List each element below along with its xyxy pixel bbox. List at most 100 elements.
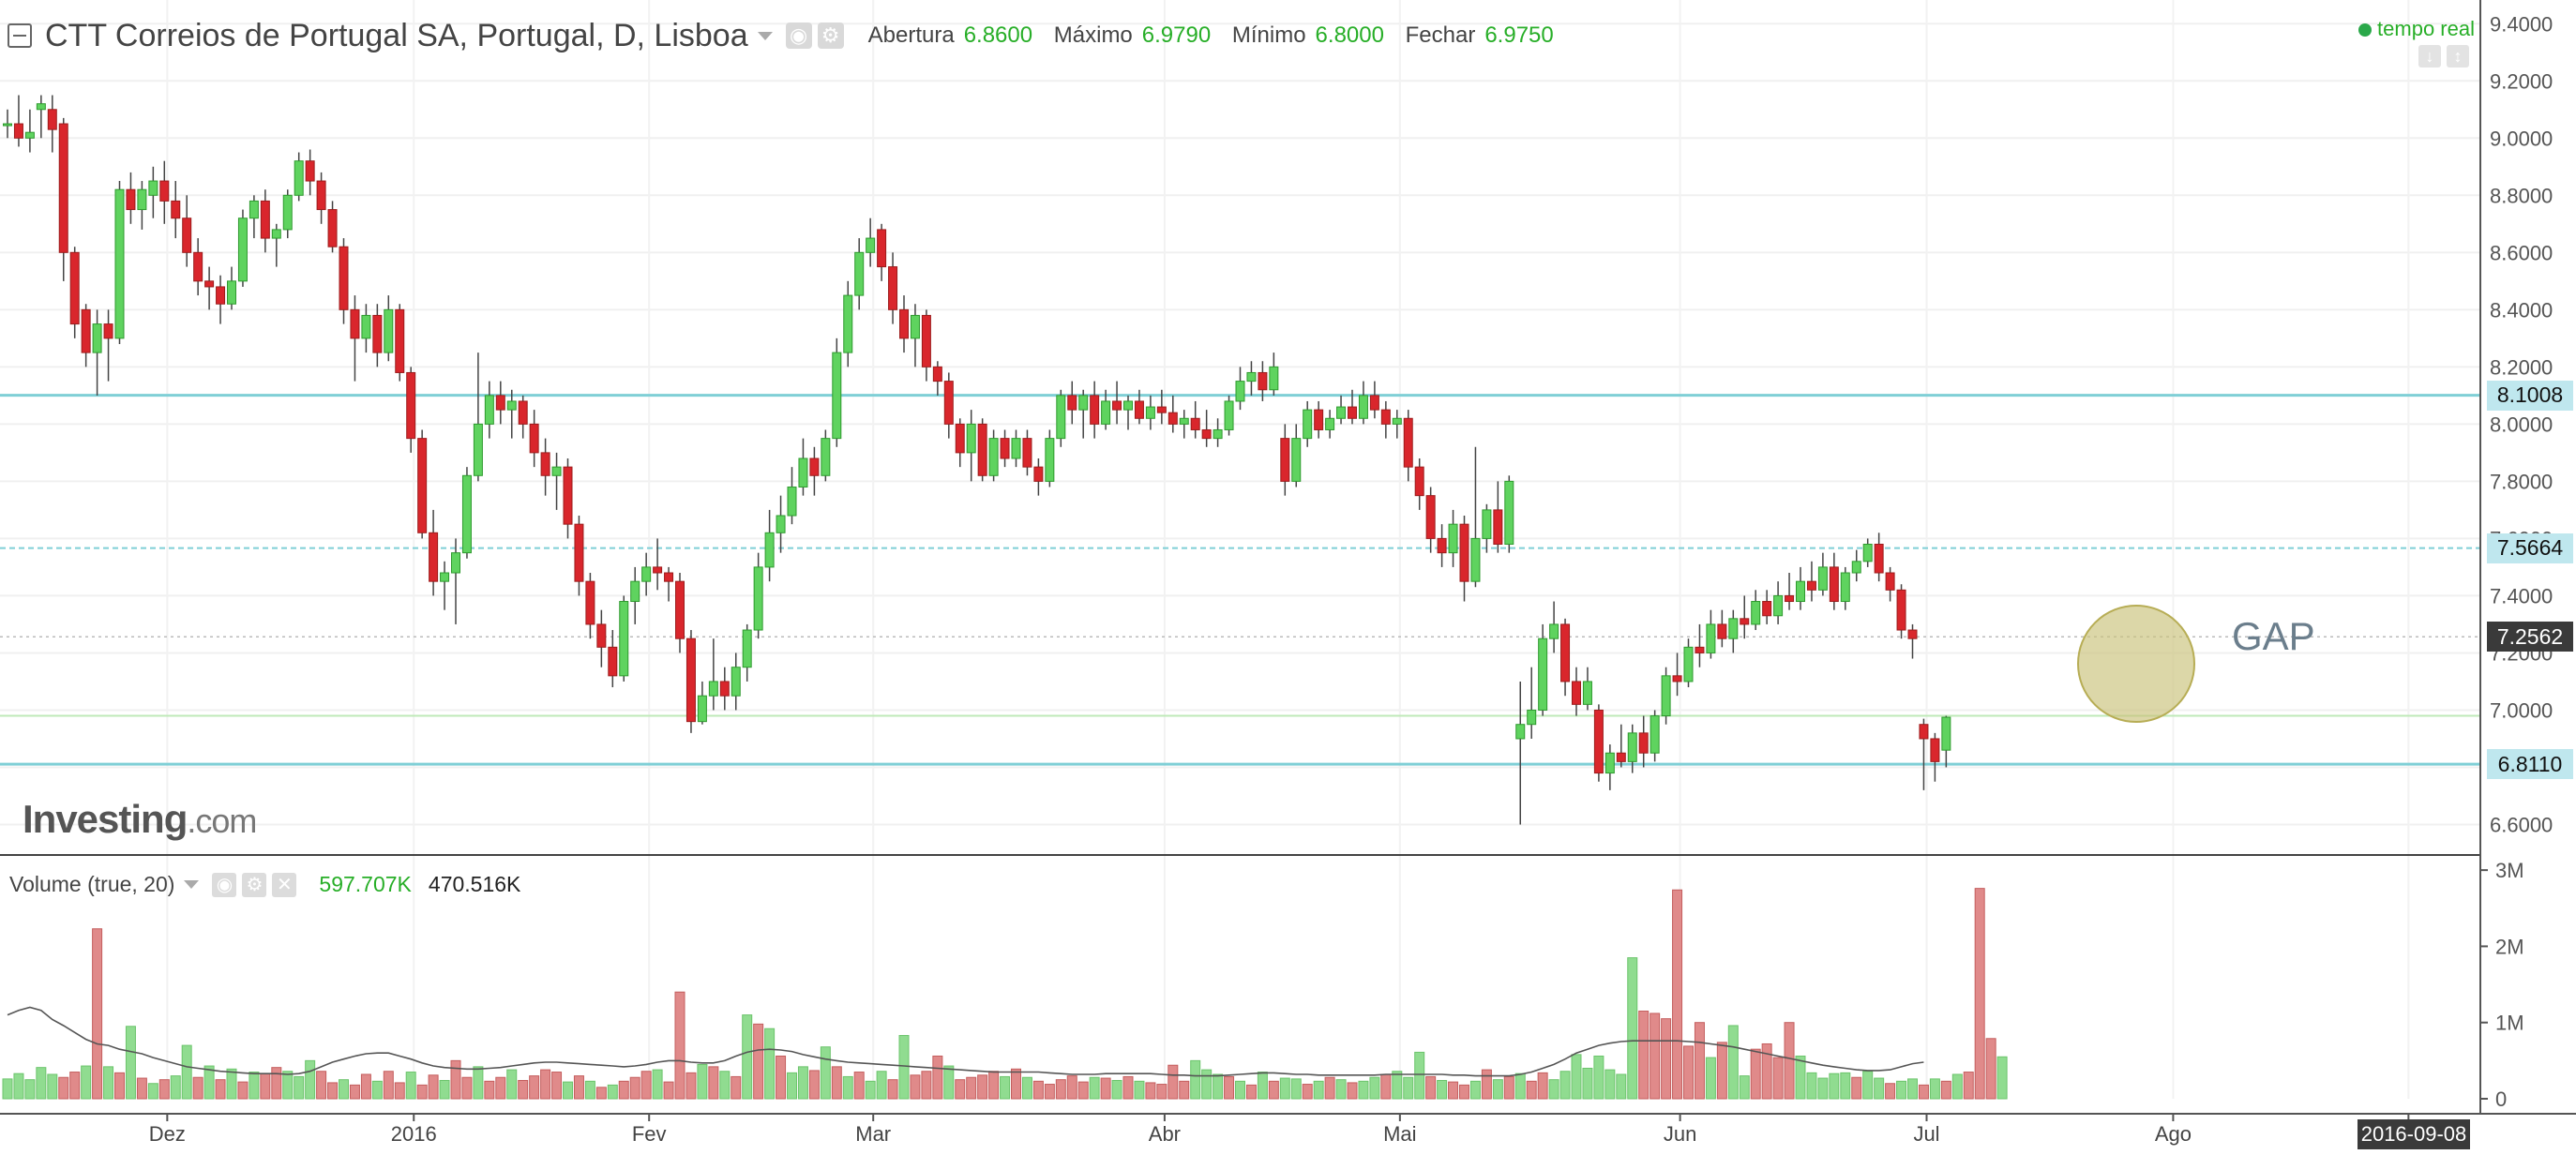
volume-bar: [797, 1066, 808, 1100]
volume-bar: [764, 1028, 776, 1100]
candle-body: [1560, 623, 1571, 682]
price-badge: 6.8110: [2487, 749, 2573, 780]
volume-bar: [1437, 1079, 1448, 1100]
candle-body: [1112, 400, 1122, 411]
candle-body: [92, 323, 102, 353]
candle-body: [1740, 618, 1750, 625]
volume-bar: [260, 1072, 271, 1100]
chevron-down-icon[interactable]: [184, 880, 200, 889]
candle-body: [69, 251, 80, 325]
eye-icon[interactable]: ◉: [785, 22, 812, 49]
arrow-updown-icon[interactable]: ↕: [2447, 45, 2469, 68]
volume-bar: [81, 1065, 92, 1100]
volume-tick-label: 2M: [2495, 935, 2524, 958]
volume-tick-label: 3M: [2495, 859, 2524, 882]
volume-bar: [1459, 1084, 1469, 1100]
volume-bar: [1156, 1084, 1167, 1100]
volume-bar: [1739, 1075, 1750, 1100]
candle-body: [282, 194, 293, 231]
volume-bar: [1784, 1022, 1795, 1100]
volume-bar: [584, 1080, 595, 1100]
candle-body: [753, 566, 763, 631]
candle-body: [1134, 400, 1144, 419]
volume-bar: [1190, 1059, 1201, 1100]
candle-body: [966, 423, 976, 454]
volume-bar: [865, 1080, 876, 1100]
candle-body: [1358, 395, 1368, 419]
volume-bar: [910, 1074, 921, 1100]
volume-bar: [697, 1063, 708, 1100]
volume-bar: [551, 1072, 563, 1100]
volume-bar: [36, 1067, 47, 1100]
close-icon[interactable]: ✕: [272, 872, 297, 897]
price-tick-label: 8.4000: [2490, 298, 2553, 322]
volume-bars: [2, 888, 2008, 1100]
volume-bar: [1514, 1072, 1526, 1100]
time-tick-label: Jun: [1664, 1122, 1696, 1146]
candle-body: [988, 438, 999, 476]
chevron-down-icon[interactable]: [757, 31, 773, 40]
candle-body: [305, 160, 315, 182]
volume-bar: [2, 1078, 13, 1100]
candle-body: [1706, 623, 1716, 653]
volume-bar: [473, 1066, 484, 1100]
eye-icon[interactable]: ◉: [212, 872, 237, 897]
volume-bar: [1795, 1055, 1806, 1100]
candle-body: [350, 308, 360, 339]
volume-bar: [853, 1072, 865, 1100]
candle-body: [1751, 601, 1761, 625]
candle-body: [1067, 395, 1077, 411]
candle-body: [260, 200, 270, 239]
volume-bar: [1425, 1075, 1437, 1100]
volume-bar: [316, 1071, 327, 1100]
time-tick-label: Dez: [149, 1122, 186, 1146]
candle-body: [1425, 495, 1436, 539]
candle-body: [216, 286, 226, 305]
collapse-icon[interactable]: [8, 23, 32, 48]
candle-body: [675, 580, 685, 639]
candle-body: [1414, 466, 1424, 497]
volume-bar: [371, 1080, 383, 1100]
low-value: 6.8000: [1315, 22, 1384, 48]
candle-body: [529, 423, 539, 454]
volume-bar: [349, 1084, 360, 1100]
candle-body: [798, 458, 808, 488]
candle-body: [731, 667, 741, 697]
volume-bar: [1324, 1076, 1335, 1100]
volume-bar: [1627, 957, 1638, 1100]
candle-body: [1101, 400, 1111, 425]
volume-bar: [327, 1082, 339, 1100]
price-tick-label: 8.8000: [2490, 184, 2553, 207]
candle-body: [1156, 406, 1167, 413]
candle-body: [1459, 523, 1469, 582]
arrow-down-icon[interactable]: ↓: [2418, 45, 2441, 68]
volume-bar: [595, 1087, 607, 1100]
candle-body: [1806, 580, 1816, 591]
candle-body: [697, 695, 707, 723]
volume-bar: [249, 1072, 260, 1100]
volume-bar: [1481, 1069, 1492, 1100]
volume-bar: [1122, 1075, 1134, 1100]
volume-bar: [1055, 1079, 1066, 1100]
chart-title: CTT Correios de Portugal SA, Portugal, D…: [45, 17, 748, 53]
candle-body: [339, 246, 349, 310]
gear-icon[interactable]: ⚙: [242, 872, 267, 897]
volume-bar: [618, 1080, 629, 1100]
gear-icon[interactable]: ⚙: [817, 22, 844, 49]
volume-bar: [383, 1071, 394, 1100]
candle-body: [787, 486, 797, 517]
candle-body: [1538, 638, 1548, 711]
volume-bar: [203, 1065, 215, 1100]
candle-body: [1527, 709, 1537, 726]
candle-body: [1840, 572, 1850, 603]
candle-body: [249, 200, 259, 219]
volume-bar: [1347, 1082, 1358, 1100]
candle-body: [1336, 406, 1347, 419]
volume-bar: [1503, 1075, 1514, 1100]
candle-body: [81, 308, 91, 353]
candle-body: [473, 423, 483, 476]
volume-bar: [1985, 1038, 1996, 1100]
volume-bar: [640, 1071, 652, 1100]
candle-body: [3, 123, 12, 127]
